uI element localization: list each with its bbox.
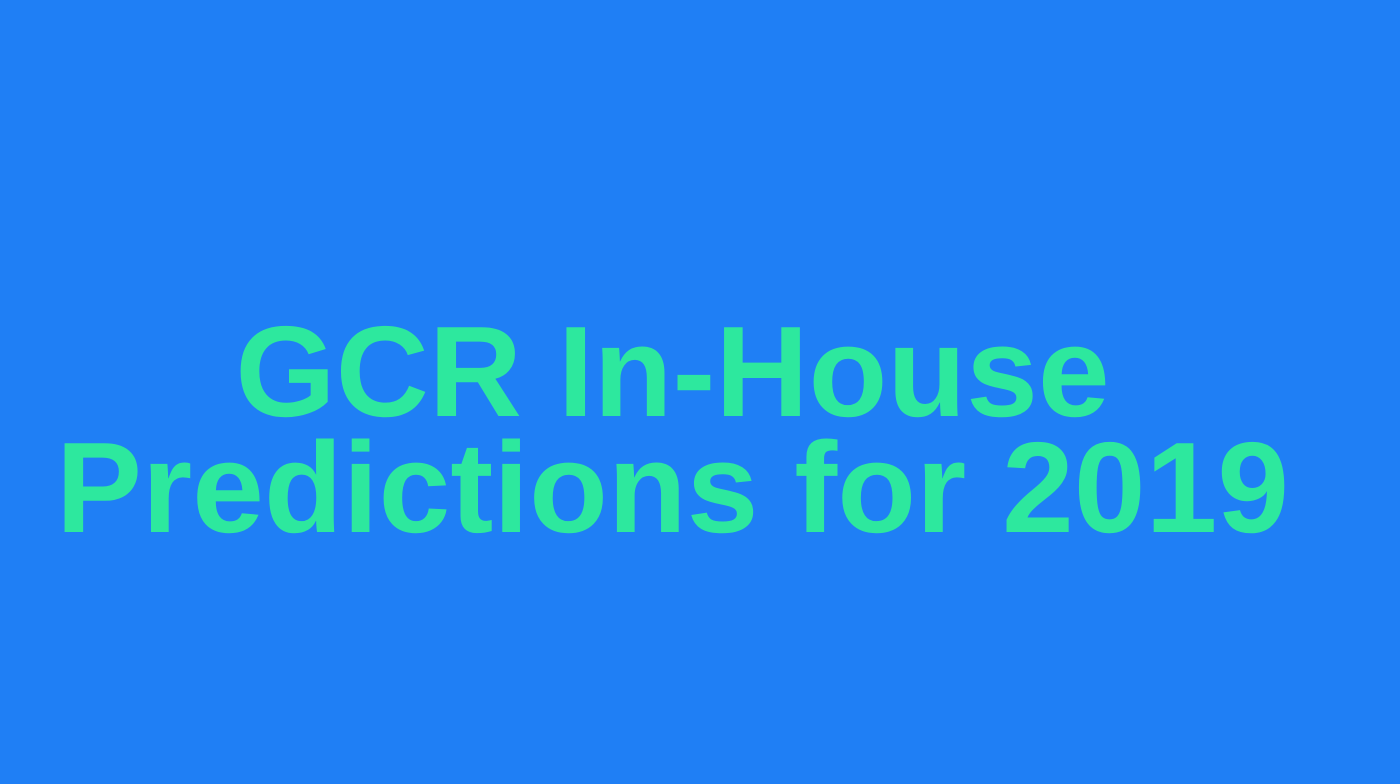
slide-title: GCR In-House Predictions for 2019: [0, 300, 1345, 560]
slide-title-line-1: GCR In-House: [235, 300, 1110, 444]
slide-title-line-2: Predictions for 2019: [55, 416, 1290, 560]
